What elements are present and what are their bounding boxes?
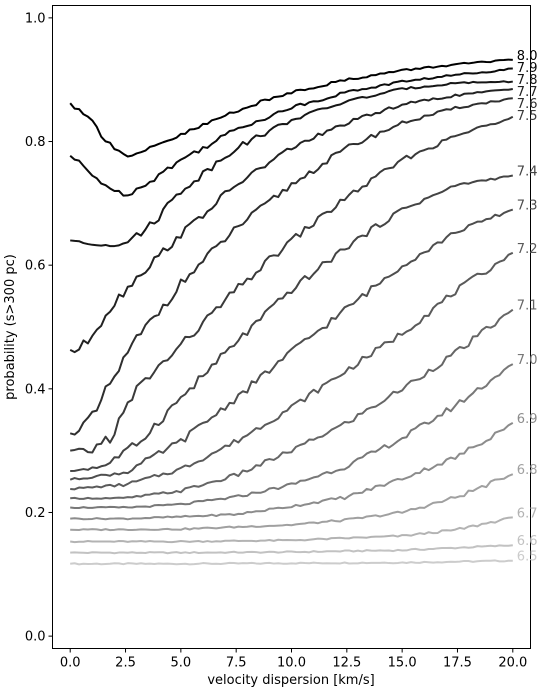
series-label-6-6: 6.6 [517,534,538,549]
series-label-7-7: 7.7 [517,85,538,100]
series-label-6-7: 6.7 [517,506,538,521]
y-axis-label: probability (s>300 pc) [3,254,18,400]
series-line-8-0 [69,58,513,158]
x-tick-label: 20.0 [498,656,527,671]
series-line-6-8 [70,473,514,532]
y-tick-label: 0.2 [25,506,46,521]
x-tick-label: 17.5 [443,656,472,671]
series-line-7-4 [70,174,514,473]
series-line-7-6 [69,97,513,436]
series-label-7-2: 7.2 [517,242,538,257]
series-line-7-7 [69,87,513,354]
series-label-6-5: 6.5 [517,550,538,565]
series-line-6-5 [70,559,513,566]
x-tick-label: 10.0 [277,656,306,671]
series-label-6-9: 6.9 [517,412,538,427]
y-tick-label: 0.8 [25,135,46,150]
series-label-7-4: 7.4 [517,165,538,180]
y-tick-label: 0.4 [25,382,46,397]
x-tick-label: 0.0 [60,656,81,671]
series-line-6-6 [70,544,513,555]
series-label-7-6: 7.6 [517,97,538,112]
series-label-7-0: 7.0 [517,353,538,368]
series-label-7-8: 7.8 [517,73,538,88]
series-line-7-1 [70,308,514,500]
y-tick-label: 0.6 [25,259,46,274]
series-line-7-3 [69,208,514,481]
x-tick-label: 7.5 [226,656,247,671]
series-label-7-5: 7.5 [517,109,538,124]
x-tick-label: 5.0 [171,656,192,671]
series-line-7-9 [69,67,513,197]
y-tick-label: 0.0 [25,630,46,645]
series-line-6-7 [70,516,513,544]
x-axis-ticks: 0.0 2.5 5.0 7.5 10.0 12.5 15.0 17.5 20.0 [60,648,527,671]
series-line-6-9 [70,421,514,521]
series-line-7-0 [70,363,514,510]
series-line-7-8 [70,80,513,248]
y-axis-ticks: 0.0 0.2 0.4 0.6 0.8 1.0 [25,11,53,645]
series-layer: 8.07.97.87.77.67.5 7.4 7.3 7.2 7.1 7.0 6.9 6.8 6… [69,49,538,566]
series-label-7-3: 7.3 [517,199,538,214]
series-label-7-9: 7.9 [517,61,538,76]
y-tick-label: 1.0 [25,11,46,26]
x-tick-label: 12.5 [332,656,361,671]
series-label-7-1: 7.1 [517,299,538,314]
series-label-8-0: 8.0 [517,49,538,64]
series-label-6-8: 6.8 [517,463,538,478]
x-axis-label: velocity dispersion [km/s] [207,673,374,688]
series-line-7-5 [70,115,514,454]
x-tick-label: 2.5 [115,656,136,671]
series-line-7-2 [70,251,514,491]
x-tick-label: 15.0 [388,656,417,671]
